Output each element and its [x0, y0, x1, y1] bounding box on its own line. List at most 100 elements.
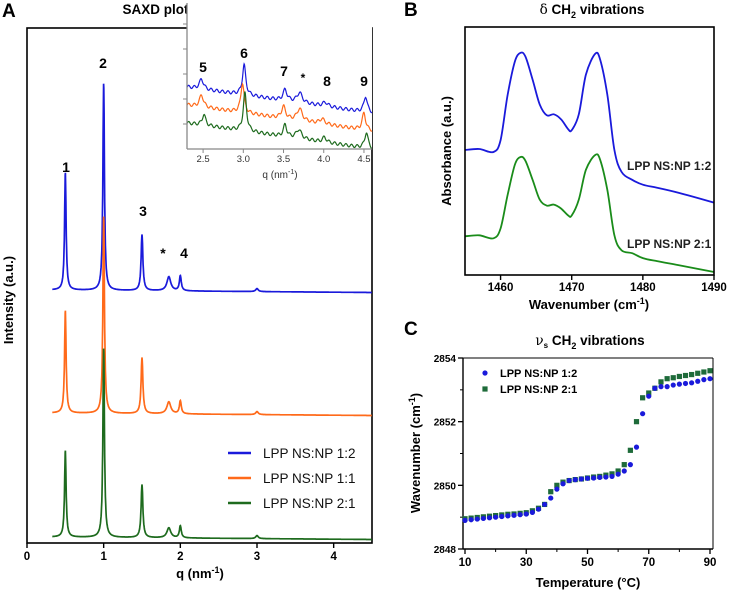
x-tick-label: 90: [704, 557, 717, 569]
panel-b-label-2-1: LPP NS:NP 2:1: [627, 237, 712, 251]
data-point-square: [621, 462, 627, 468]
data-point-square: [627, 447, 633, 453]
data-point-circle: [566, 477, 572, 484]
data-point-circle: [462, 517, 468, 523]
data-point-square: [695, 370, 701, 376]
y-tick-label: 2852: [434, 418, 457, 429]
inset-peak-label: 7: [280, 63, 288, 79]
y-tick-label: 2848: [434, 545, 457, 556]
panel-a-letter: A: [2, 1, 16, 22]
x-tick-label: 1490: [701, 282, 727, 294]
series-line-0: [52, 83, 372, 294]
panel-c-legend: LPP NS:NP 1:2 LPP NS:NP 2:1: [482, 368, 577, 396]
legend-label-2: LPP NS:NP 2:1: [263, 496, 356, 511]
spectrum-line-0: [464, 51, 715, 204]
panel-b-y-label: Absorbance (a.u.): [439, 96, 454, 206]
panel-b-label-1-2: LPP NS:NP 1:2: [627, 159, 712, 173]
panel-c-letter: C: [404, 319, 418, 340]
inset-x-tick-label: 4.5: [357, 154, 370, 165]
data-point-circle: [554, 486, 560, 492]
data-point-circle: [621, 468, 627, 474]
data-point-circle: [603, 474, 609, 480]
inset-peak-label: *: [301, 71, 306, 85]
data-point-square: [676, 373, 682, 380]
data-point-circle: [664, 384, 670, 390]
inset-series: [186, 62, 373, 149]
inset-peak-label: 9: [360, 73, 368, 89]
inset-x-label: q (nm-1): [262, 169, 297, 181]
data-point-circle: [535, 506, 542, 512]
legend-marker-square: [482, 386, 488, 392]
data-point-circle: [646, 393, 652, 399]
data-point-circle: [505, 513, 511, 519]
panel-c-title: νs CH2 vibrations: [535, 333, 644, 351]
legend-label-1: LPP NS:NP 2:1: [500, 384, 577, 396]
data-point-square: [646, 390, 652, 396]
x-tick-label: 10: [459, 557, 472, 569]
data-point-circle: [615, 471, 621, 477]
peak-label: 2: [99, 55, 107, 71]
data-point-square: [682, 372, 689, 379]
data-point-circle: [658, 384, 664, 390]
peak-label: 3: [139, 203, 147, 219]
panel-b-title: δ CH2 vibrations: [540, 2, 645, 20]
data-point-circle: [670, 382, 676, 388]
data-point-circle: [548, 495, 554, 501]
x-tick-label: 30: [520, 557, 533, 569]
data-point-circle: [572, 477, 578, 483]
x-tick-label: 1470: [559, 282, 585, 294]
legend-label-0: LPP NS:NP 1:2: [263, 446, 356, 461]
panel-c-ticks: 10 30 50 70 90 2848 2850 2852 2854: [434, 354, 717, 569]
data-point-circle: [707, 376, 713, 382]
panel-b-x-ticks: 1460 1470 1480 1490: [488, 275, 727, 294]
x-tick-label: 3: [254, 551, 260, 563]
data-point-circle: [517, 512, 523, 518]
inset-x-tick-label: 4.0: [317, 154, 330, 165]
inset-series-line-2: [186, 91, 373, 149]
panel-c-y-label: Wavenumber (cm-1): [407, 393, 423, 513]
data-point-circle: [584, 475, 591, 481]
inset-x-tick-label: 3.0: [237, 154, 250, 165]
data-point-square: [658, 379, 664, 385]
panel-b-series: [464, 51, 715, 273]
data-point-circle: [652, 385, 658, 391]
x-tick-label: 4: [330, 551, 337, 563]
panel-a-peak-labels: 1 2 3 * 4: [62, 55, 188, 261]
spectrum-line-1: [464, 153, 715, 273]
data-point-circle: [480, 515, 486, 522]
x-tick-label: 2: [177, 551, 183, 563]
inset-x-tick-label: 2.5: [196, 154, 209, 165]
data-point-circle: [542, 501, 548, 508]
data-point-circle: [695, 378, 701, 384]
data-point-circle: [701, 377, 707, 383]
x-tick-label: 1480: [630, 282, 656, 294]
data-point-square: [633, 419, 640, 425]
panel-c-points: [462, 368, 713, 523]
data-point-circle: [609, 473, 615, 480]
inset-series-line-1: [186, 82, 373, 132]
inset-peak-label: 6: [240, 45, 248, 61]
inset-peak-label: 8: [323, 73, 331, 89]
data-point-circle: [627, 462, 633, 468]
data-point-square: [554, 482, 560, 488]
data-point-circle: [640, 411, 646, 417]
x-tick-label: 50: [581, 557, 594, 569]
data-point-square: [615, 468, 621, 474]
data-point-circle: [529, 509, 535, 515]
data-point-circle: [682, 380, 689, 387]
inset-peak-labels: 5 6 7 * 8 9: [199, 45, 368, 89]
x-tick-label: 1: [100, 551, 107, 563]
panel-c-x-label: Temperature (°C): [536, 575, 641, 590]
panel-a-y-label: Intensity (a.u.): [1, 256, 16, 344]
y-tick-label: 2854: [434, 354, 457, 365]
series-line-2: [52, 348, 372, 541]
peak-label: 1: [62, 159, 70, 175]
data-point-square: [664, 376, 670, 382]
data-point-circle: [560, 481, 566, 487]
data-point-square: [548, 489, 554, 495]
x-tick-label: 1460: [488, 282, 514, 294]
inset-peak-label: 5: [199, 59, 207, 75]
peak-label: 4: [180, 245, 188, 261]
peak-label: *: [160, 245, 166, 261]
panel-a-series: [52, 83, 372, 541]
